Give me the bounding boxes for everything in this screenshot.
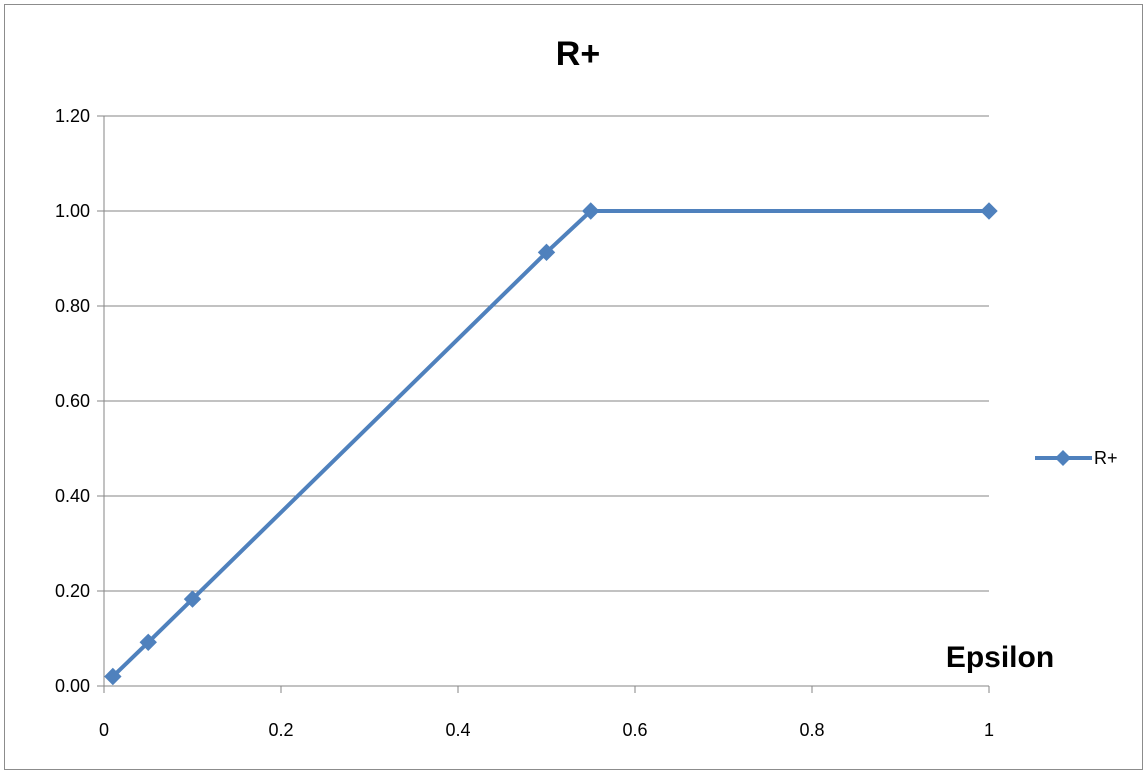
x-tick-label: 0.6: [622, 720, 647, 740]
x-axis-label: Epsilon: [946, 641, 1054, 674]
legend: R+: [1035, 448, 1118, 468]
x-tick-label: 1: [984, 720, 994, 740]
data-point: [582, 202, 600, 220]
y-tick-label: 1.20: [55, 106, 90, 126]
data-point: [104, 667, 122, 686]
x-tick-label: 0.2: [268, 720, 293, 740]
y-tick-label: 0.40: [55, 486, 90, 506]
x-tick-label: 0: [99, 720, 109, 740]
y-tick-label: 0.00: [55, 676, 90, 696]
x-tick-label: 0.8: [799, 720, 824, 740]
data-point: [183, 590, 202, 608]
chart-title: R+: [556, 35, 600, 73]
series-line: [111, 209, 989, 678]
y-tick-label: 0.60: [55, 391, 90, 411]
axis-layer: 0.00 0.20 0.40 0.60 0.80 1.00 1.20 0 0.2 0.4 0.6 0.…: [55, 106, 994, 740]
y-tick-label: 0.20: [55, 581, 90, 601]
legend-label: R+: [1094, 448, 1118, 468]
legend-marker: [1055, 450, 1071, 466]
data-point: [980, 202, 998, 220]
series-layer: [104, 202, 998, 686]
x-tick-label: 0.4: [445, 720, 470, 740]
data-point: [537, 243, 556, 262]
chart-frame: [4, 4, 1143, 770]
data-point: [139, 633, 157, 652]
grid-layer: [104, 115, 989, 592]
y-tick-label: 1.00: [55, 201, 90, 221]
y-tick-label: 0.80: [55, 296, 90, 316]
